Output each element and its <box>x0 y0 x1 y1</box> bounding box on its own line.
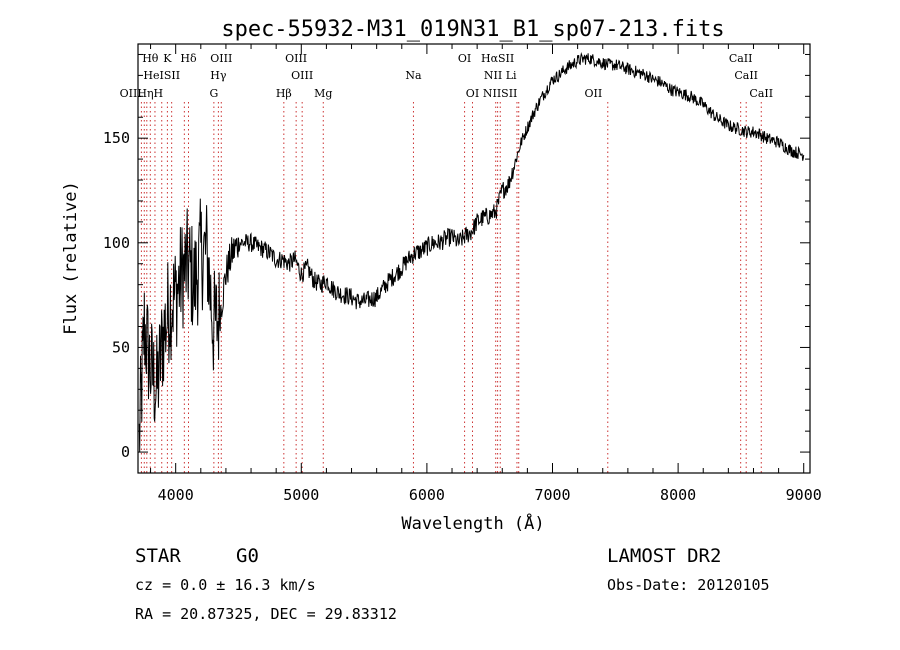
line-label-17: Mg <box>314 87 332 100</box>
obs-date: Obs-Date: 20120105 <box>607 576 770 594</box>
chart-title: spec-55932-M31_019N31_B1_sp07-213.fits <box>221 17 724 42</box>
line-label-21: CaII <box>749 87 773 100</box>
line-label-5: OI <box>458 52 471 65</box>
y-tick-label: 0 <box>121 443 130 461</box>
x-tick-label: 7000 <box>534 486 570 504</box>
object-subclass: G0 <box>236 545 259 567</box>
line-label-12: NII Li <box>484 69 517 82</box>
line-label-14: OIIHηH <box>120 87 163 100</box>
line-label-8: HeISII <box>143 69 180 82</box>
x-tick-label: 6000 <box>409 486 445 504</box>
spectrum-line-0 <box>138 52 805 453</box>
plot-frame <box>137 43 811 474</box>
y-tick-label: 150 <box>103 129 130 147</box>
y-tick-label: 100 <box>103 234 130 252</box>
survey-name: LAMOST DR2 <box>607 545 721 567</box>
line-label-7: CaII <box>729 52 753 65</box>
line-label-13: CaII <box>734 69 758 82</box>
line-label-20: OII <box>584 87 602 100</box>
x-tick-label: 9000 <box>786 486 822 504</box>
line-label-10: OIII <box>291 69 313 82</box>
spectral-line-labels: Hθ K Hδ OIII OIII OI HαSII CaII HeISII Hγ OIII Na NI… <box>120 52 773 100</box>
line-label-11: Na <box>405 69 422 82</box>
line-label-19: NIISII <box>483 87 518 100</box>
coordinates: RA = 20.87325, DEC = 29.83312 <box>135 605 397 623</box>
y-axis-label: Flux (relative) <box>61 181 81 335</box>
spectral-line-markers <box>140 102 762 473</box>
line-label-1: K <box>163 52 172 65</box>
x-tick-label: 5000 <box>283 486 319 504</box>
x-axis: 4000 5000 6000 7000 8000 9000 <box>150 44 822 504</box>
object-class: STAR <box>135 545 181 567</box>
line-label-16: Hβ <box>276 87 292 100</box>
line-label-0: Hθ <box>142 52 159 65</box>
line-label-9: Hγ <box>210 69 227 82</box>
x-tick-label: 4000 <box>158 486 194 504</box>
line-label-4: OIII <box>285 52 307 65</box>
y-axis: 0 50 100 150 <box>103 53 810 474</box>
x-tick-label: 8000 <box>660 486 696 504</box>
line-label-3: OIII <box>210 52 232 65</box>
line-label-6: HαSII <box>481 52 514 65</box>
line-label-18: OI <box>466 87 479 100</box>
line-label-15: G <box>209 87 218 100</box>
line-label-2: Hδ <box>180 52 197 65</box>
redshift-info: cz = 0.0 ± 16.3 km/s <box>135 576 316 594</box>
x-axis-label: Wavelength (Å) <box>401 512 544 534</box>
spectrum-series <box>138 52 805 453</box>
y-tick-label: 50 <box>112 338 130 356</box>
